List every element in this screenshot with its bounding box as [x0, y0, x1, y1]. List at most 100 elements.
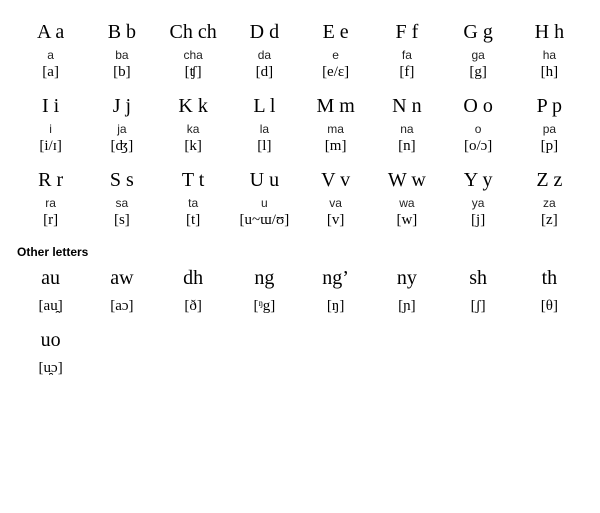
letter-cell: F f [371, 15, 442, 46]
ipa-cell: [w] [371, 212, 442, 237]
ipa-cell: [j] [443, 212, 514, 237]
letter-row: A aB bCh chD dE eF fG gH h [15, 15, 585, 46]
letter-cell: S s [86, 163, 157, 194]
letter-cell: V v [300, 163, 371, 194]
letter-cell: P p [514, 89, 585, 120]
name-cell: ha [514, 46, 585, 64]
letter-cell: I i [15, 89, 86, 120]
other-letter-cell: ng’ [300, 263, 371, 292]
ipa-cell: [d] [229, 64, 300, 89]
ipa-cell: [p] [514, 138, 585, 163]
ipa-cell: [n] [371, 138, 442, 163]
ipa-cell: [i/ɪ] [15, 138, 86, 163]
ipa-row: [a][b][ʧ][d][e/ɛ][f][g][h] [15, 64, 585, 89]
name-cell: ka [158, 120, 229, 138]
other-letter-cell: ny [371, 263, 442, 292]
name-cell: u [229, 194, 300, 212]
ipa-cell: [k] [158, 138, 229, 163]
section-label: Other letters [15, 237, 585, 263]
other-ipa-cell: [u̯ɔ] [15, 354, 86, 387]
letter-cell: A a [15, 15, 86, 46]
letter-cell: R r [15, 163, 86, 194]
other-ipa-cell: [ᵑg] [229, 292, 300, 325]
ipa-cell: [l] [229, 138, 300, 163]
name-cell: da [229, 46, 300, 64]
name-cell: ta [158, 194, 229, 212]
letter-cell: L l [229, 89, 300, 120]
ipa-cell: [v] [300, 212, 371, 237]
name-cell: ya [443, 194, 514, 212]
other-letter-cell: sh [443, 263, 514, 292]
other-letter-cell: dh [158, 263, 229, 292]
name-row: rasatauvawayaza [15, 194, 585, 212]
name-cell: ra [15, 194, 86, 212]
letter-cell: N n [371, 89, 442, 120]
name-row: abachadaefagaha [15, 46, 585, 64]
ipa-cell: [f] [371, 64, 442, 89]
name-cell: na [371, 120, 442, 138]
other-ipa-cell: [θ] [514, 292, 585, 325]
name-cell: la [229, 120, 300, 138]
name-cell: ma [300, 120, 371, 138]
other-ipa-cell: [aɔ] [86, 292, 157, 325]
ipa-cell: [s] [86, 212, 157, 237]
letter-cell: H h [514, 15, 585, 46]
ipa-cell: [z] [514, 212, 585, 237]
ipa-cell: [u~ɯ/ʊ] [229, 212, 300, 237]
name-cell: ga [443, 46, 514, 64]
ipa-cell: [t] [158, 212, 229, 237]
name-cell: wa [371, 194, 442, 212]
ipa-cell: [ʧ] [158, 64, 229, 89]
ipa-cell: [ʤ] [86, 138, 157, 163]
name-cell: i [15, 120, 86, 138]
name-cell: a [15, 46, 86, 64]
name-cell: pa [514, 120, 585, 138]
ipa-row: [i/ɪ][ʤ][k][l][m][n][o/ɔ][p] [15, 138, 585, 163]
letter-cell: Ch ch [158, 15, 229, 46]
ipa-cell: [m] [300, 138, 371, 163]
ipa-cell: [b] [86, 64, 157, 89]
letter-cell: T t [158, 163, 229, 194]
ipa-cell: [r] [15, 212, 86, 237]
name-cell: sa [86, 194, 157, 212]
ipa-cell: [g] [443, 64, 514, 89]
other-letter-cell: aw [86, 263, 157, 292]
other-ipa-row: [au̯][aɔ][ð][ᵑg][ŋ][ɲ][ʃ][θ] [15, 292, 585, 325]
ipa-cell: [h] [514, 64, 585, 89]
letter-cell: O o [443, 89, 514, 120]
other-ipa-cell: [ŋ] [300, 292, 371, 325]
name-cell: fa [371, 46, 442, 64]
other-letter-cell: ng [229, 263, 300, 292]
letter-cell: J j [86, 89, 157, 120]
other-letter-row: uo [15, 325, 585, 354]
letter-row: R rS sT tU uV vW wY yZ z [15, 163, 585, 194]
letter-cell: G g [443, 15, 514, 46]
other-ipa-cell: [ɲ] [371, 292, 442, 325]
other-ipa-row: [u̯ɔ] [15, 354, 585, 387]
letter-cell: W w [371, 163, 442, 194]
ipa-cell: [e/ɛ] [300, 64, 371, 89]
name-cell: cha [158, 46, 229, 64]
name-cell: e [300, 46, 371, 64]
letter-cell: U u [229, 163, 300, 194]
other-ipa-cell: [au̯] [15, 292, 86, 325]
letter-cell: M m [300, 89, 371, 120]
letter-cell: D d [229, 15, 300, 46]
name-row: ijakalamanaopa [15, 120, 585, 138]
letter-cell: Y y [443, 163, 514, 194]
other-ipa-cell: [ð] [158, 292, 229, 325]
letter-row: I iJ jK kL lM mN nO oP p [15, 89, 585, 120]
other-letter-cell: th [514, 263, 585, 292]
ipa-cell: [a] [15, 64, 86, 89]
name-cell: va [300, 194, 371, 212]
other-ipa-cell: [ʃ] [443, 292, 514, 325]
ipa-row: [r][s][t][u~ɯ/ʊ][v][w][j][z] [15, 212, 585, 237]
name-cell: za [514, 194, 585, 212]
letter-cell: B b [86, 15, 157, 46]
other-letter-row: auawdhngng’nyshth [15, 263, 585, 292]
letter-cell: E e [300, 15, 371, 46]
letter-cell: Z z [514, 163, 585, 194]
ipa-cell: [o/ɔ] [443, 138, 514, 163]
other-letter-cell: au [15, 263, 86, 292]
name-cell: o [443, 120, 514, 138]
